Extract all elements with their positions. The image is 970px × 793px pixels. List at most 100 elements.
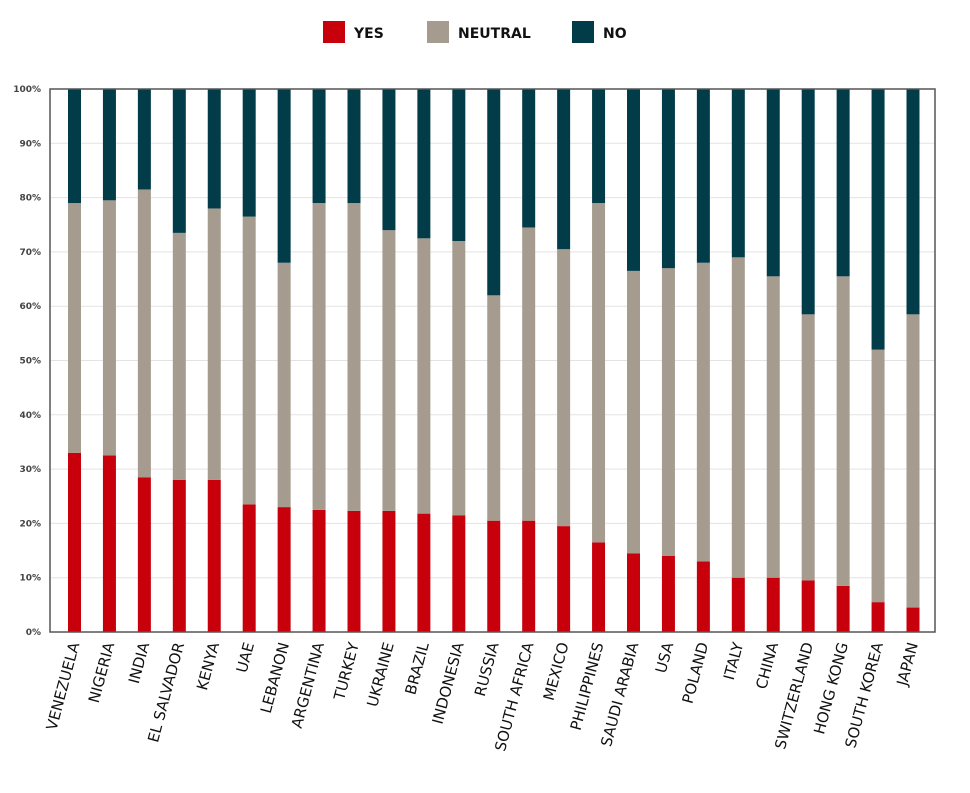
- bar-neutral-switzerland: [801, 314, 815, 581]
- bar-no-kenya: [207, 89, 221, 209]
- bar-neutral-saudi-arabia: [627, 270, 640, 554]
- category-label-mexico: MEXICO: [540, 640, 573, 702]
- bar-neutral-hong-kong: [836, 276, 850, 586]
- y-tick-label: 0%: [26, 628, 41, 638]
- category-label-usa: USA: [652, 640, 678, 675]
- category-label-indonesia: INDONESIA: [429, 640, 468, 726]
- bars: [68, 89, 920, 632]
- bar-yes-nigeria: [102, 455, 116, 632]
- y-tick-label: 70%: [19, 248, 41, 258]
- bar-no-india: [137, 89, 151, 190]
- bar-no-el-salvador: [172, 89, 186, 233]
- category-label-philippines: PHILIPPINES: [567, 640, 608, 732]
- bar-neutral-india: [137, 189, 151, 478]
- bar-neutral-russia: [487, 295, 501, 521]
- bar-neutral-turkey: [347, 203, 361, 511]
- category-label-india: INDIA: [125, 640, 153, 686]
- bar-yes-japan: [906, 607, 920, 632]
- bar-no-saudi-arabia: [627, 89, 640, 271]
- bar-neutral-brazil: [417, 238, 431, 514]
- bar-yes-hong-kong: [836, 585, 850, 632]
- bar-neutral-poland: [696, 262, 710, 562]
- legend-item-neutral: NEUTRAL: [427, 21, 531, 43]
- bar-neutral-ukraine: [382, 230, 396, 511]
- bar-no-italy: [731, 89, 745, 258]
- bar-neutral-mexico: [557, 249, 571, 527]
- bar-neutral-kenya: [207, 208, 221, 480]
- bar-neutral-italy: [731, 257, 745, 578]
- bar-yes-russia: [487, 520, 501, 632]
- category-label-italy: ITALY: [720, 640, 747, 682]
- legend-item-no: NO: [572, 21, 627, 43]
- bar-no-uae: [242, 89, 256, 217]
- bar-no-argentina: [312, 89, 326, 204]
- bar-no-venezuela: [68, 89, 81, 204]
- bar-yes-china: [766, 577, 780, 632]
- bar-no-philippines: [592, 89, 606, 204]
- bar-yes-ukraine: [382, 510, 396, 632]
- legend-swatch-no: [572, 21, 594, 43]
- category-label-venezuela: VENEZUELA: [43, 640, 84, 732]
- bar-neutral-south-korea: [871, 349, 885, 603]
- bar-neutral-japan: [906, 314, 920, 608]
- bar-yes-indonesia: [452, 515, 466, 632]
- category-label-japan: JAPAN: [893, 640, 922, 688]
- bar-no-russia: [487, 89, 501, 296]
- bar-neutral-lebanon: [277, 262, 291, 508]
- y-tick-label: 80%: [19, 194, 41, 204]
- bar-no-mexico: [557, 89, 571, 250]
- category-label-turkey: TURKEY: [330, 640, 363, 703]
- category-label-lebanon: LEBANON: [257, 640, 293, 715]
- y-tick-label: 30%: [19, 465, 41, 475]
- bar-yes-kenya: [207, 479, 221, 632]
- category-label-uae: UAE: [233, 640, 258, 674]
- bar-yes-poland: [696, 561, 710, 632]
- y-tick-label: 10%: [19, 574, 41, 584]
- legend-swatch-neutral: [427, 21, 449, 43]
- y-tick-label: 100%: [13, 85, 41, 95]
- bar-neutral-el-salvador: [172, 232, 186, 480]
- bar-yes-usa: [661, 555, 675, 632]
- legend-label-no: NO: [603, 26, 627, 42]
- bar-no-switzerland: [801, 89, 815, 315]
- plot-frame: [49, 88, 936, 633]
- bar-no-lebanon: [277, 89, 291, 263]
- bar-neutral-argentina: [312, 203, 326, 510]
- bar-neutral-venezuela: [68, 203, 81, 453]
- bar-yes-lebanon: [277, 507, 291, 632]
- bar-neutral-south-africa: [522, 227, 536, 521]
- category-label-argentina: ARGENTINA: [288, 640, 328, 730]
- bar-yes-philippines: [592, 542, 606, 632]
- legend-swatch-yes: [323, 21, 345, 43]
- y-tick-label: 60%: [19, 302, 41, 312]
- bar-no-south-africa: [522, 89, 536, 228]
- bar-yes-switzerland: [801, 580, 815, 632]
- category-label-ukraine: UKRAINE: [363, 640, 397, 708]
- bar-no-china: [766, 89, 780, 277]
- legend-label-neutral: NEUTRAL: [458, 26, 531, 42]
- bar-yes-venezuela: [68, 452, 81, 632]
- bar-neutral-philippines: [592, 203, 606, 543]
- bar-yes-turkey: [347, 510, 361, 632]
- y-tick-label: 20%: [19, 519, 41, 529]
- category-label-china: CHINA: [752, 640, 782, 691]
- bar-neutral-uae: [242, 216, 256, 505]
- bar-no-ukraine: [382, 89, 396, 231]
- category-label-poland: POLAND: [679, 640, 713, 705]
- bar-neutral-nigeria: [102, 200, 116, 456]
- bar-yes-brazil: [417, 513, 431, 632]
- y-tick-label: 40%: [19, 411, 41, 421]
- bar-yes-el-salvador: [172, 479, 186, 632]
- y-tick-label: 50%: [19, 357, 41, 367]
- bar-neutral-usa: [661, 268, 675, 556]
- category-label-kenya: KENYA: [193, 640, 223, 693]
- bar-yes-south-africa: [522, 520, 536, 632]
- bar-no-nigeria: [102, 89, 116, 201]
- bar-yes-italy: [731, 577, 745, 632]
- bar-neutral-china: [766, 276, 780, 578]
- bar-yes-saudi-arabia: [627, 553, 640, 632]
- bar-yes-mexico: [557, 526, 571, 632]
- bar-yes-south-korea: [871, 602, 885, 632]
- category-label-el-salvador: EL SALVADOR: [144, 640, 188, 744]
